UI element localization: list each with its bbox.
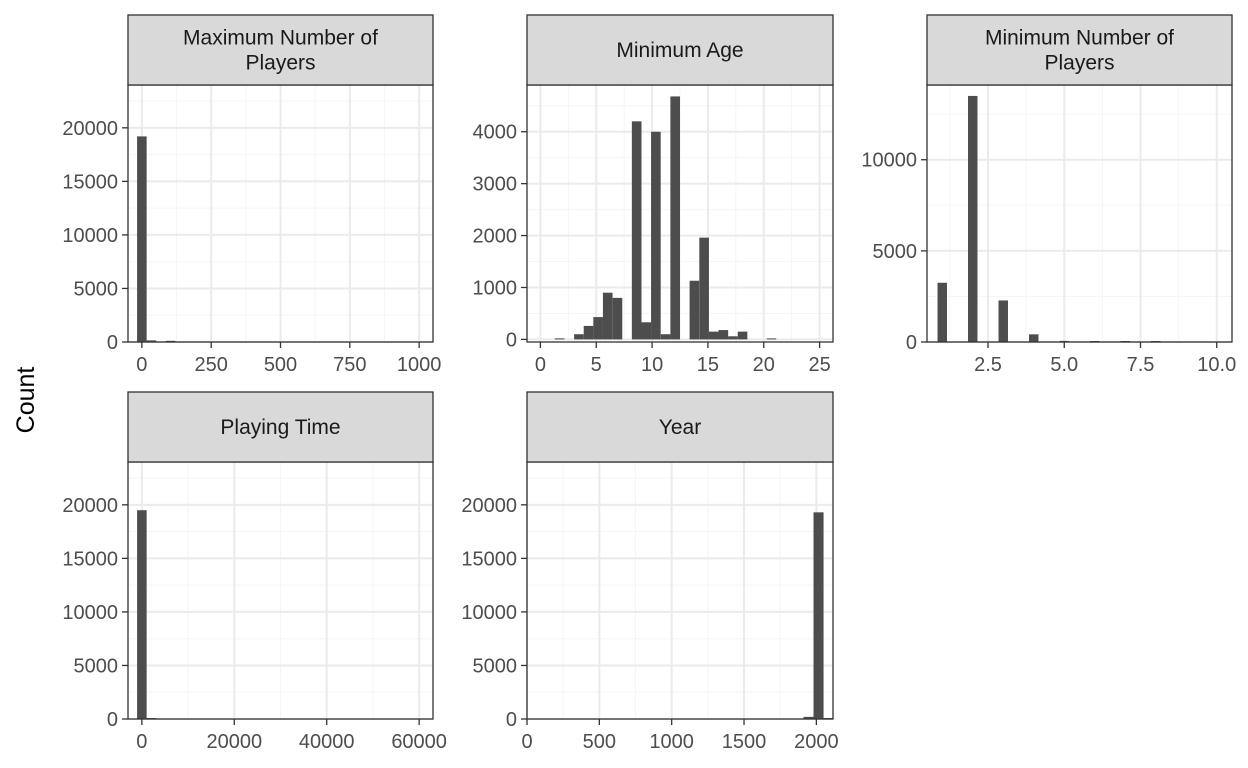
histogram-bar [137,510,147,719]
y-tick-label: 3000 [473,174,518,196]
facet-minimum-age: Minimum Age 0 5 10 15 20 25 0 1000 2000 3000 4000 [473,14,834,376]
y-tick-label: 0 [107,709,118,731]
facet-strip [127,14,434,86]
histogram-bar [137,136,147,342]
y-tick-label: 0 [506,709,517,731]
x-tick-label: 2.5 [974,354,1002,376]
histogram-bar [602,292,613,340]
y-tick-label: 4000 [473,122,518,144]
histogram-bar [670,96,681,340]
histogram-bar [554,338,565,340]
histogram-bar [803,716,814,719]
x-tick-label: 5.0 [1050,354,1078,376]
y-tick-label: 5000 [74,278,119,300]
y-tick-label: 1000 [473,277,518,299]
x-tick-label: 0 [136,354,147,376]
histogram-bar [699,237,709,340]
histogram-bar [718,330,729,340]
histogram-bar [593,317,603,340]
histogram-bar [641,322,652,340]
histogram-bar [631,121,642,340]
histogram-bar [728,336,738,340]
y-tick-label: 5000 [473,655,518,677]
histogram-bar [766,338,777,340]
x-tick-label: 40000 [299,731,355,753]
facet-strip [526,391,834,463]
histogram-bar [660,334,671,340]
x-tick-label: 20 [753,354,775,376]
y-tick-label: 10000 [461,602,517,624]
x-tick-label: 20000 [206,731,262,753]
x-tick-label: 5 [591,354,602,376]
x-tick-label: 0 [521,731,532,753]
y-tick-label: 10000 [861,150,917,172]
y-tick-label: 10000 [62,602,118,624]
histogram-bar [937,282,947,342]
facet-strip-label: Maximum Number of [183,27,378,50]
y-tick-label: 20000 [62,118,118,140]
facet-strip-label: Players [1044,52,1114,75]
y-tick-label: 10000 [62,225,118,247]
x-tick-label: 1000 [397,354,442,376]
histogram-bar [583,325,594,340]
x-tick-label: 500 [264,354,297,376]
x-tick-label: 7.5 [1127,354,1155,376]
histogram-bar [689,280,700,340]
histogram-bar [651,131,661,340]
histogram-bar [813,512,824,719]
x-tick-label: 0 [136,731,147,753]
y-tick-label: 15000 [62,548,118,570]
y-tick-label: 15000 [62,171,118,193]
facet-playing-time: Playing Time 0 20000 40000 60000 0 5000 10000 15… [62,391,447,753]
y-axis-label: Count [12,367,40,434]
histogram-bar [146,340,157,342]
x-tick-label: 60000 [391,731,447,753]
x-tick-label: 2000 [794,731,839,753]
x-tick-label: 250 [194,354,227,376]
panel-background [527,462,833,719]
y-tick-label: 5000 [74,655,119,677]
facet-strip [926,14,1233,86]
facet-strip-label: Players [245,52,315,75]
histogram-bar [612,297,623,340]
y-tick-label: 15000 [461,548,517,570]
facet-strip-label: Minimum Age [616,39,743,62]
x-tick-label: 500 [583,731,616,753]
facet-strip [526,14,834,86]
y-tick-label: 0 [107,332,118,354]
x-tick-label: 1500 [722,731,767,753]
histogram-bar [737,331,748,340]
y-tick-label: 2000 [473,226,518,248]
x-tick-label: 750 [333,354,366,376]
facet-strip [127,391,434,463]
y-tick-label: 5000 [873,241,918,263]
facet-strip-label: Minimum Number of [985,27,1174,50]
histogram-bar [1029,334,1039,342]
histogram-bar [998,300,1008,342]
panel-background [927,85,1232,342]
y-tick-label: 0 [506,329,517,351]
x-tick-label: 15 [697,354,719,376]
y-tick-label: 20000 [62,495,118,517]
x-tick-label: 25 [808,354,830,376]
facet-strip-label: Playing Time [220,416,340,439]
x-tick-label: 0 [535,354,546,376]
y-tick-label: 0 [906,332,917,354]
x-tick-label: 10.0 [1197,354,1236,376]
histogram-bar [968,95,978,342]
facet-strip-label: Year [659,416,701,439]
x-tick-label: 1000 [649,731,694,753]
histogram-bar [708,331,719,340]
x-tick-label: 10 [641,354,663,376]
y-tick-label: 20000 [461,495,517,517]
histogram-bar [574,334,584,340]
